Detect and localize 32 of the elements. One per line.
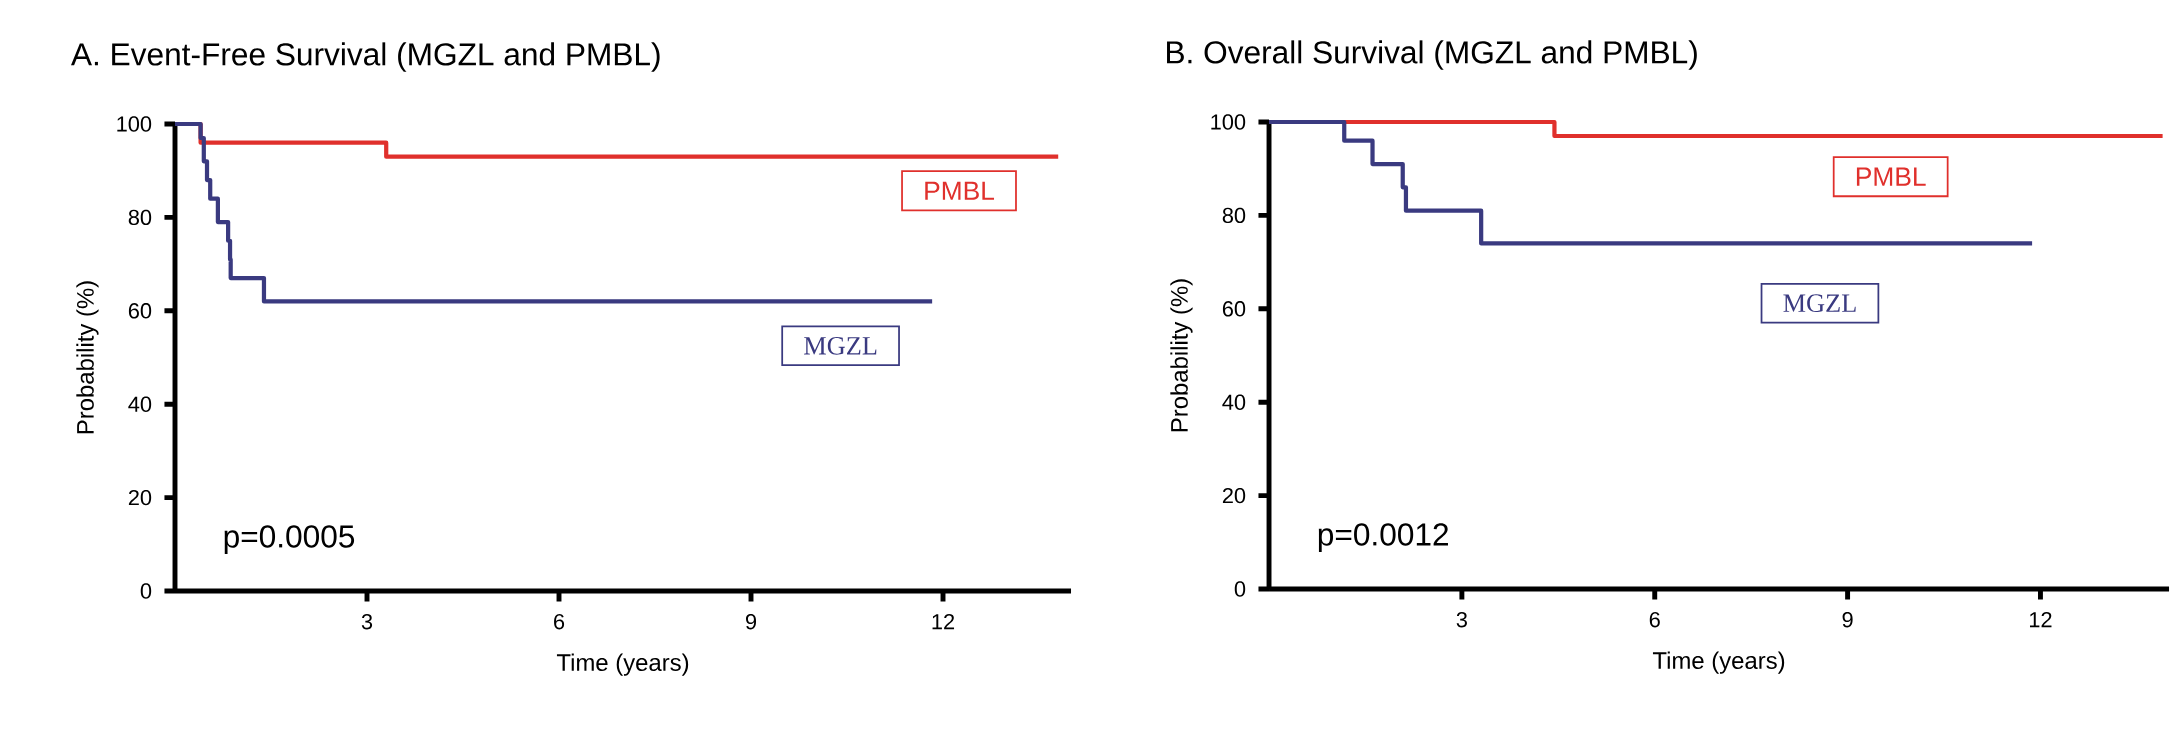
y-tick-label: 20 (128, 489, 152, 506)
annotation: p=0.0005 (224, 525, 355, 554)
series-label: MGZL (804, 337, 877, 355)
y-tick-label: 40 (128, 396, 152, 412)
y-axis-title: Probability (%) (1170, 279, 1193, 432)
y-tick-label: 100 (117, 116, 152, 132)
y-tick-label: 60 (1222, 301, 1246, 317)
x-tick-label: 9 (746, 613, 757, 630)
x-tick-label: 9 (1842, 611, 1853, 628)
y-tick-label: 60 (128, 303, 152, 319)
chart-title: A. Event-Free Survival (MGZL and PMBL) (70, 42, 660, 72)
x-tick-label: 12 (2029, 611, 2052, 628)
annotation: p=0.0012 (1318, 523, 1448, 552)
y-tick-label: 20 (1222, 487, 1246, 504)
series-label: MGZL (1783, 294, 1856, 313)
y-tick-label: 100 (1211, 114, 1246, 130)
y-tick-label: 80 (128, 209, 152, 226)
y-tick-label: 40 (1222, 394, 1246, 410)
series-label: PMBL (925, 181, 995, 200)
y-axis-title: Probability (%) (76, 281, 99, 434)
x-tick-label: 6 (1649, 611, 1660, 628)
chart-title: B. Overall Survival (MGZL and PMBL) (1167, 40, 1697, 70)
x-tick-label: 6 (554, 613, 565, 630)
y-tick-label: 80 (1222, 207, 1246, 224)
y-tick-label: 0 (140, 583, 152, 599)
x-axis-title: Time (years) (1652, 651, 1785, 674)
x-tick-label: 12 (932, 613, 955, 630)
x-tick-label: 3 (361, 613, 373, 630)
x-tick-label: 3 (1456, 611, 1467, 628)
series-label: PMBL (1856, 167, 1926, 186)
x-axis-title: Time (years) (556, 653, 689, 676)
y-tick-label: 0 (1234, 581, 1246, 597)
